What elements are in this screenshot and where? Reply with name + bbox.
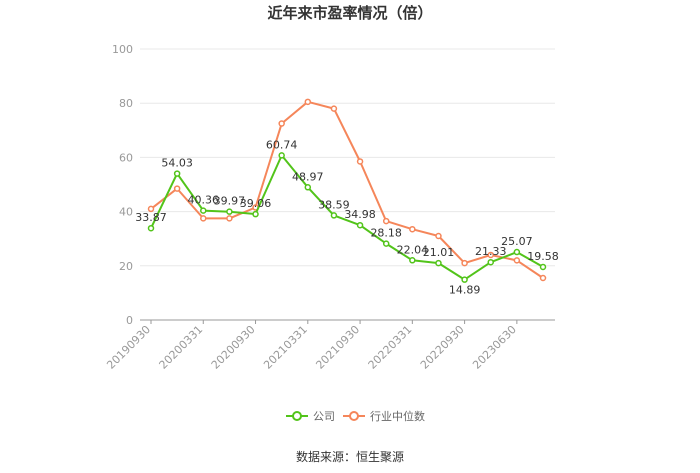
y-tick-label: 100 — [112, 43, 133, 56]
series-point-1 — [461, 259, 468, 267]
series-point-0 — [513, 248, 521, 256]
x-tick-label: 20200331 — [157, 323, 206, 372]
data-label: 22.04 — [397, 243, 429, 256]
series-point-1 — [330, 105, 338, 112]
data-label: 14.89 — [449, 284, 481, 297]
series-point-1 — [147, 205, 155, 213]
series-point-0 — [330, 212, 338, 219]
grid — [140, 48, 555, 267]
y-tick-label: 80 — [119, 97, 133, 110]
source-note: 数据来源：恒生聚源 — [296, 449, 404, 464]
series-point-1 — [513, 257, 521, 264]
x-tick-label: 20230630 — [470, 323, 519, 372]
series-point-1 — [304, 98, 312, 106]
legend-item-1: 行业中位数 — [343, 409, 425, 423]
data-label: 34.98 — [344, 208, 376, 221]
series-point-0 — [304, 184, 312, 191]
series-point-0 — [173, 170, 181, 177]
y-axis: 0 20 40 60 80 100 — [112, 43, 133, 327]
series-point-0 — [278, 152, 285, 159]
series-point-0 — [147, 224, 155, 232]
series-point-1 — [409, 225, 416, 233]
series-point-0 — [487, 258, 494, 266]
series-point-1 — [435, 232, 442, 240]
y-tick-label: 60 — [119, 151, 133, 164]
y-tick-label: 20 — [119, 260, 133, 273]
series-point-1 — [226, 215, 233, 222]
data-label: 33.87 — [135, 211, 167, 224]
series-point-0 — [200, 207, 207, 214]
legend-item-0: 公司 — [286, 410, 335, 423]
series-point-0 — [435, 259, 442, 267]
x-tick-label: 20220331 — [366, 323, 415, 372]
legend-label: 公司 — [313, 410, 335, 423]
series-point-0 — [409, 257, 416, 264]
data-label: 21.33 — [475, 245, 507, 258]
series-point-1 — [200, 215, 207, 222]
data-label: 39.97 — [214, 195, 246, 208]
series-point-0 — [226, 208, 233, 215]
series-point-0 — [461, 276, 468, 283]
data-label: 48.97 — [292, 170, 324, 183]
data-label: 60.74 — [266, 138, 298, 151]
series-point-1 — [539, 274, 547, 282]
data-label: 19.58 — [527, 250, 559, 263]
data-label: 39.06 — [240, 197, 272, 210]
series-point-0 — [539, 263, 547, 271]
series-point-1 — [382, 217, 390, 225]
x-tick-label: 20220930 — [418, 323, 467, 372]
series-point-0 — [252, 210, 259, 218]
series-point-1 — [356, 158, 364, 165]
series-point-0 — [382, 240, 390, 247]
y-tick-label: 0 — [126, 314, 133, 327]
chart-title: 近年来市盈率情况（倍） — [267, 4, 432, 22]
legend-marker — [349, 411, 359, 421]
y-tick-label: 40 — [119, 206, 133, 219]
data-label: 25.07 — [501, 235, 533, 248]
data-label: 38.59 — [318, 198, 350, 211]
x-tick-label: 20190930 — [104, 323, 153, 372]
data-label: 21.01 — [423, 246, 455, 259]
series-layer — [147, 98, 547, 283]
x-tick-label: 20210331 — [261, 323, 310, 372]
data-label: 28.18 — [370, 227, 402, 240]
legend: 公司 行业中位数 — [286, 409, 425, 423]
data-label: 54.03 — [161, 157, 193, 170]
data-label: 40.36 — [188, 194, 220, 207]
series-point-1 — [278, 120, 285, 127]
series-point-0 — [356, 221, 364, 229]
x-tick-label: 20210930 — [313, 323, 362, 372]
series-point-1 — [173, 185, 181, 192]
series-line-0 — [150, 154, 544, 281]
series-point-1 — [487, 251, 494, 259]
x-axis: 20190930 20200331 20200930 20210331 20210930… — [104, 319, 555, 372]
series-line-1 — [150, 100, 544, 279]
legend-marker — [292, 411, 302, 421]
x-tick-label: 20200930 — [209, 323, 258, 372]
legend-label: 行业中位数 — [370, 409, 425, 423]
